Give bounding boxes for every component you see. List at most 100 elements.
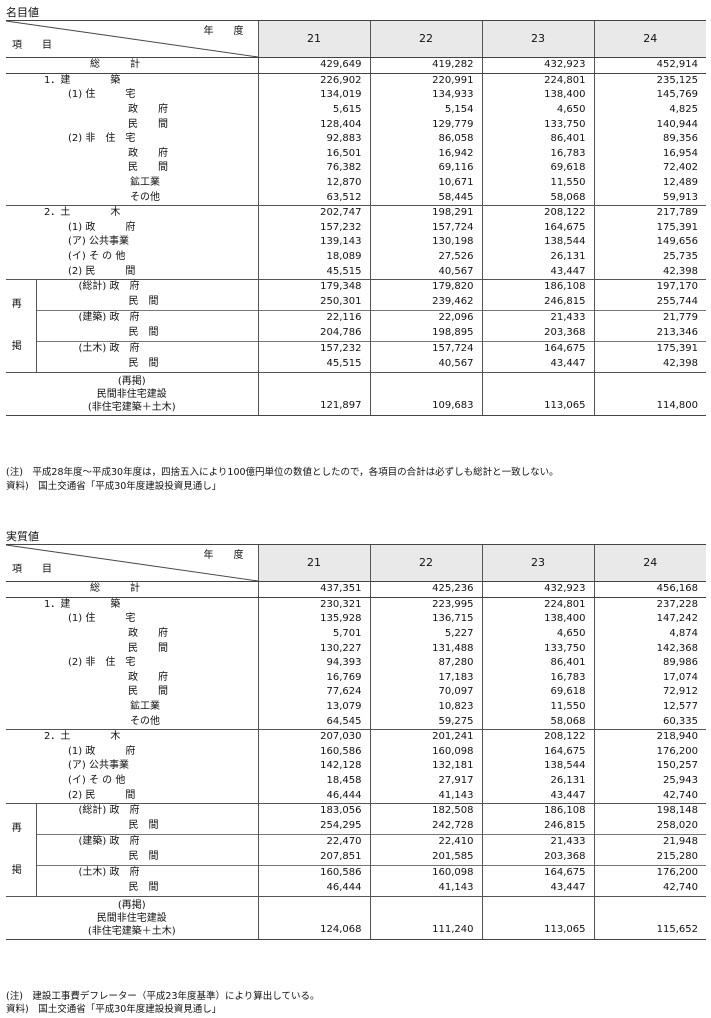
value-cell: 246,815 xyxy=(481,818,594,835)
table-row: 1．建 築 230,321 223,995 224,801 237,228 xyxy=(6,596,706,613)
row-label: (2) 非 住 宅 xyxy=(68,133,136,145)
value-cell: 114,800 xyxy=(593,371,706,416)
value-cell: 164,675 xyxy=(481,864,594,881)
table-row: 再掲 (総計) 政 府 183,056 182,508 186,108 198,148 xyxy=(6,802,706,897)
value-cell: 18,089 xyxy=(257,249,370,265)
value-cell: 182,508 xyxy=(369,802,482,819)
value-cell: 69,618 xyxy=(481,161,594,176)
value-cell: 42,398 xyxy=(593,264,706,280)
value-cell: 134,019 xyxy=(257,88,370,103)
value-cell: 246,815 xyxy=(481,294,594,311)
value-cell: 157,232 xyxy=(257,220,370,236)
value-cell: 5,701 xyxy=(257,626,370,642)
value-cell: 217,789 xyxy=(593,204,706,221)
row-label: 1．建 築 xyxy=(6,596,258,613)
table-row: 2．土 木 202,747 198,291 208,122 217,789 xyxy=(6,204,706,221)
value-cell: 124,068 xyxy=(257,895,370,940)
value-cell: 115,652 xyxy=(593,895,706,940)
value-cell: 140,944 xyxy=(593,117,706,132)
value-cell: 42,740 xyxy=(593,880,706,897)
row-label: (1) 政 府 xyxy=(68,221,136,233)
row-label: (1) 政 府 xyxy=(68,745,136,757)
value-cell: 138,400 xyxy=(481,88,594,103)
header-item-label: 項 目 xyxy=(12,40,52,51)
value-cell: 59,913 xyxy=(593,190,706,206)
table-row: (建築) 政 府 22,116 22,096 21,433 21,779 xyxy=(6,309,706,326)
header-item-label: 項 目 xyxy=(12,564,52,575)
value-cell: 64,545 xyxy=(257,714,370,730)
row-label: 2．土 木 xyxy=(6,728,258,745)
year-header: 22 xyxy=(369,20,482,58)
value-cell: 86,401 xyxy=(481,131,594,147)
value-cell: 204,786 xyxy=(257,325,370,342)
value-cell: 89,986 xyxy=(593,655,706,671)
table-row: (1) 政 府 157,232 157,724 164,675 175,391 xyxy=(6,220,706,236)
row-label: (土木) 政 府 xyxy=(36,864,258,881)
value-cell: 16,783 xyxy=(481,670,594,686)
value-cell: 149,656 xyxy=(593,235,706,250)
value-cell: 203,368 xyxy=(481,849,594,866)
value-cell: 160,098 xyxy=(369,864,482,881)
table-row: 政 府 16,769 17,183 16,783 17,074 xyxy=(6,670,706,686)
value-cell: 18,458 xyxy=(257,773,370,789)
value-cell: 208,122 xyxy=(481,204,594,221)
value-cell: 136,715 xyxy=(369,612,482,627)
value-cell: 224,801 xyxy=(481,596,594,613)
table-row: 1．建 築 226,902 220,991 224,801 235,125 xyxy=(6,72,706,89)
value-cell: 186,108 xyxy=(481,278,594,295)
value-cell: 45,515 xyxy=(257,264,370,280)
row-label: その他 xyxy=(130,715,160,727)
value-cell: 11,550 xyxy=(481,699,594,715)
row-label: (2) 民 間 xyxy=(68,789,136,801)
value-cell: 69,116 xyxy=(369,161,482,176)
value-cell: 43,447 xyxy=(481,264,594,280)
table-row: (イ) そ の 他 18,089 27,526 26,131 25,735 xyxy=(6,249,706,265)
row-label: (建築) 政 府 xyxy=(36,833,258,850)
value-cell: 160,586 xyxy=(257,744,370,760)
header-corner: 年 度 項 目 xyxy=(6,544,258,582)
kei-char: 掲 xyxy=(11,864,22,876)
row-label: (土木) 政 府 xyxy=(36,340,258,357)
value-cell: 138,544 xyxy=(481,235,594,250)
value-cell: 21,433 xyxy=(481,309,594,326)
value-cell: 129,779 xyxy=(369,117,482,132)
value-cell: 59,275 xyxy=(369,714,482,730)
year-header: 21 xyxy=(257,544,370,582)
value-cell: 10,671 xyxy=(369,175,482,191)
value-cell: 76,382 xyxy=(257,161,370,176)
table-row: 民 間 204,786 198,895 203,368 213,346 xyxy=(6,325,706,342)
value-cell: 94,393 xyxy=(257,655,370,671)
value-cell: 198,291 xyxy=(369,204,482,221)
row-label: 政 府 xyxy=(128,147,168,159)
row-label: (1) 住 宅 xyxy=(68,89,136,101)
diagonal-line xyxy=(6,545,258,581)
value-cell: 11,550 xyxy=(481,175,594,191)
value-cell: 4,650 xyxy=(481,102,594,118)
value-cell: 42,398 xyxy=(593,356,706,373)
note-nominal-1: (注) 平成28年度～平成30年度は，四捨五入により100億円単位の数値としたの… xyxy=(6,467,559,478)
sai-char: 再 xyxy=(11,822,22,834)
value-cell: 157,724 xyxy=(369,340,482,357)
value-cell: 22,096 xyxy=(369,309,482,326)
value-cell: 432,923 xyxy=(481,581,594,598)
value-cell: 12,489 xyxy=(593,175,706,191)
value-cell: 157,232 xyxy=(257,340,370,357)
value-cell: 176,200 xyxy=(593,864,706,881)
value-cell: 201,241 xyxy=(369,728,482,745)
value-cell: 46,444 xyxy=(257,880,370,897)
value-cell: 5,154 xyxy=(369,102,482,118)
table-row: 民 間 128,404 129,779 133,750 140,944 xyxy=(6,117,706,132)
row-label: 民 間 xyxy=(128,642,168,654)
value-cell: 198,148 xyxy=(593,802,706,819)
value-cell: 25,735 xyxy=(593,249,706,265)
value-cell: 87,280 xyxy=(369,655,482,671)
value-cell: 27,526 xyxy=(369,249,482,265)
year-header: 24 xyxy=(593,20,706,58)
value-cell: 133,750 xyxy=(481,641,594,656)
table-row: 再掲 (総計) 政 府 179,348 179,820 186,108 197,170 xyxy=(6,278,706,373)
value-cell: 160,098 xyxy=(369,744,482,760)
value-cell: 235,125 xyxy=(593,72,706,89)
note-real-1: (注) 建設工事費デフレーター（平成23年度基準）により算出している。 xyxy=(6,991,320,1002)
table-row: 総 計 437,351 425,236 432,923 456,168 xyxy=(6,581,706,598)
value-cell: 456,168 xyxy=(593,581,706,598)
